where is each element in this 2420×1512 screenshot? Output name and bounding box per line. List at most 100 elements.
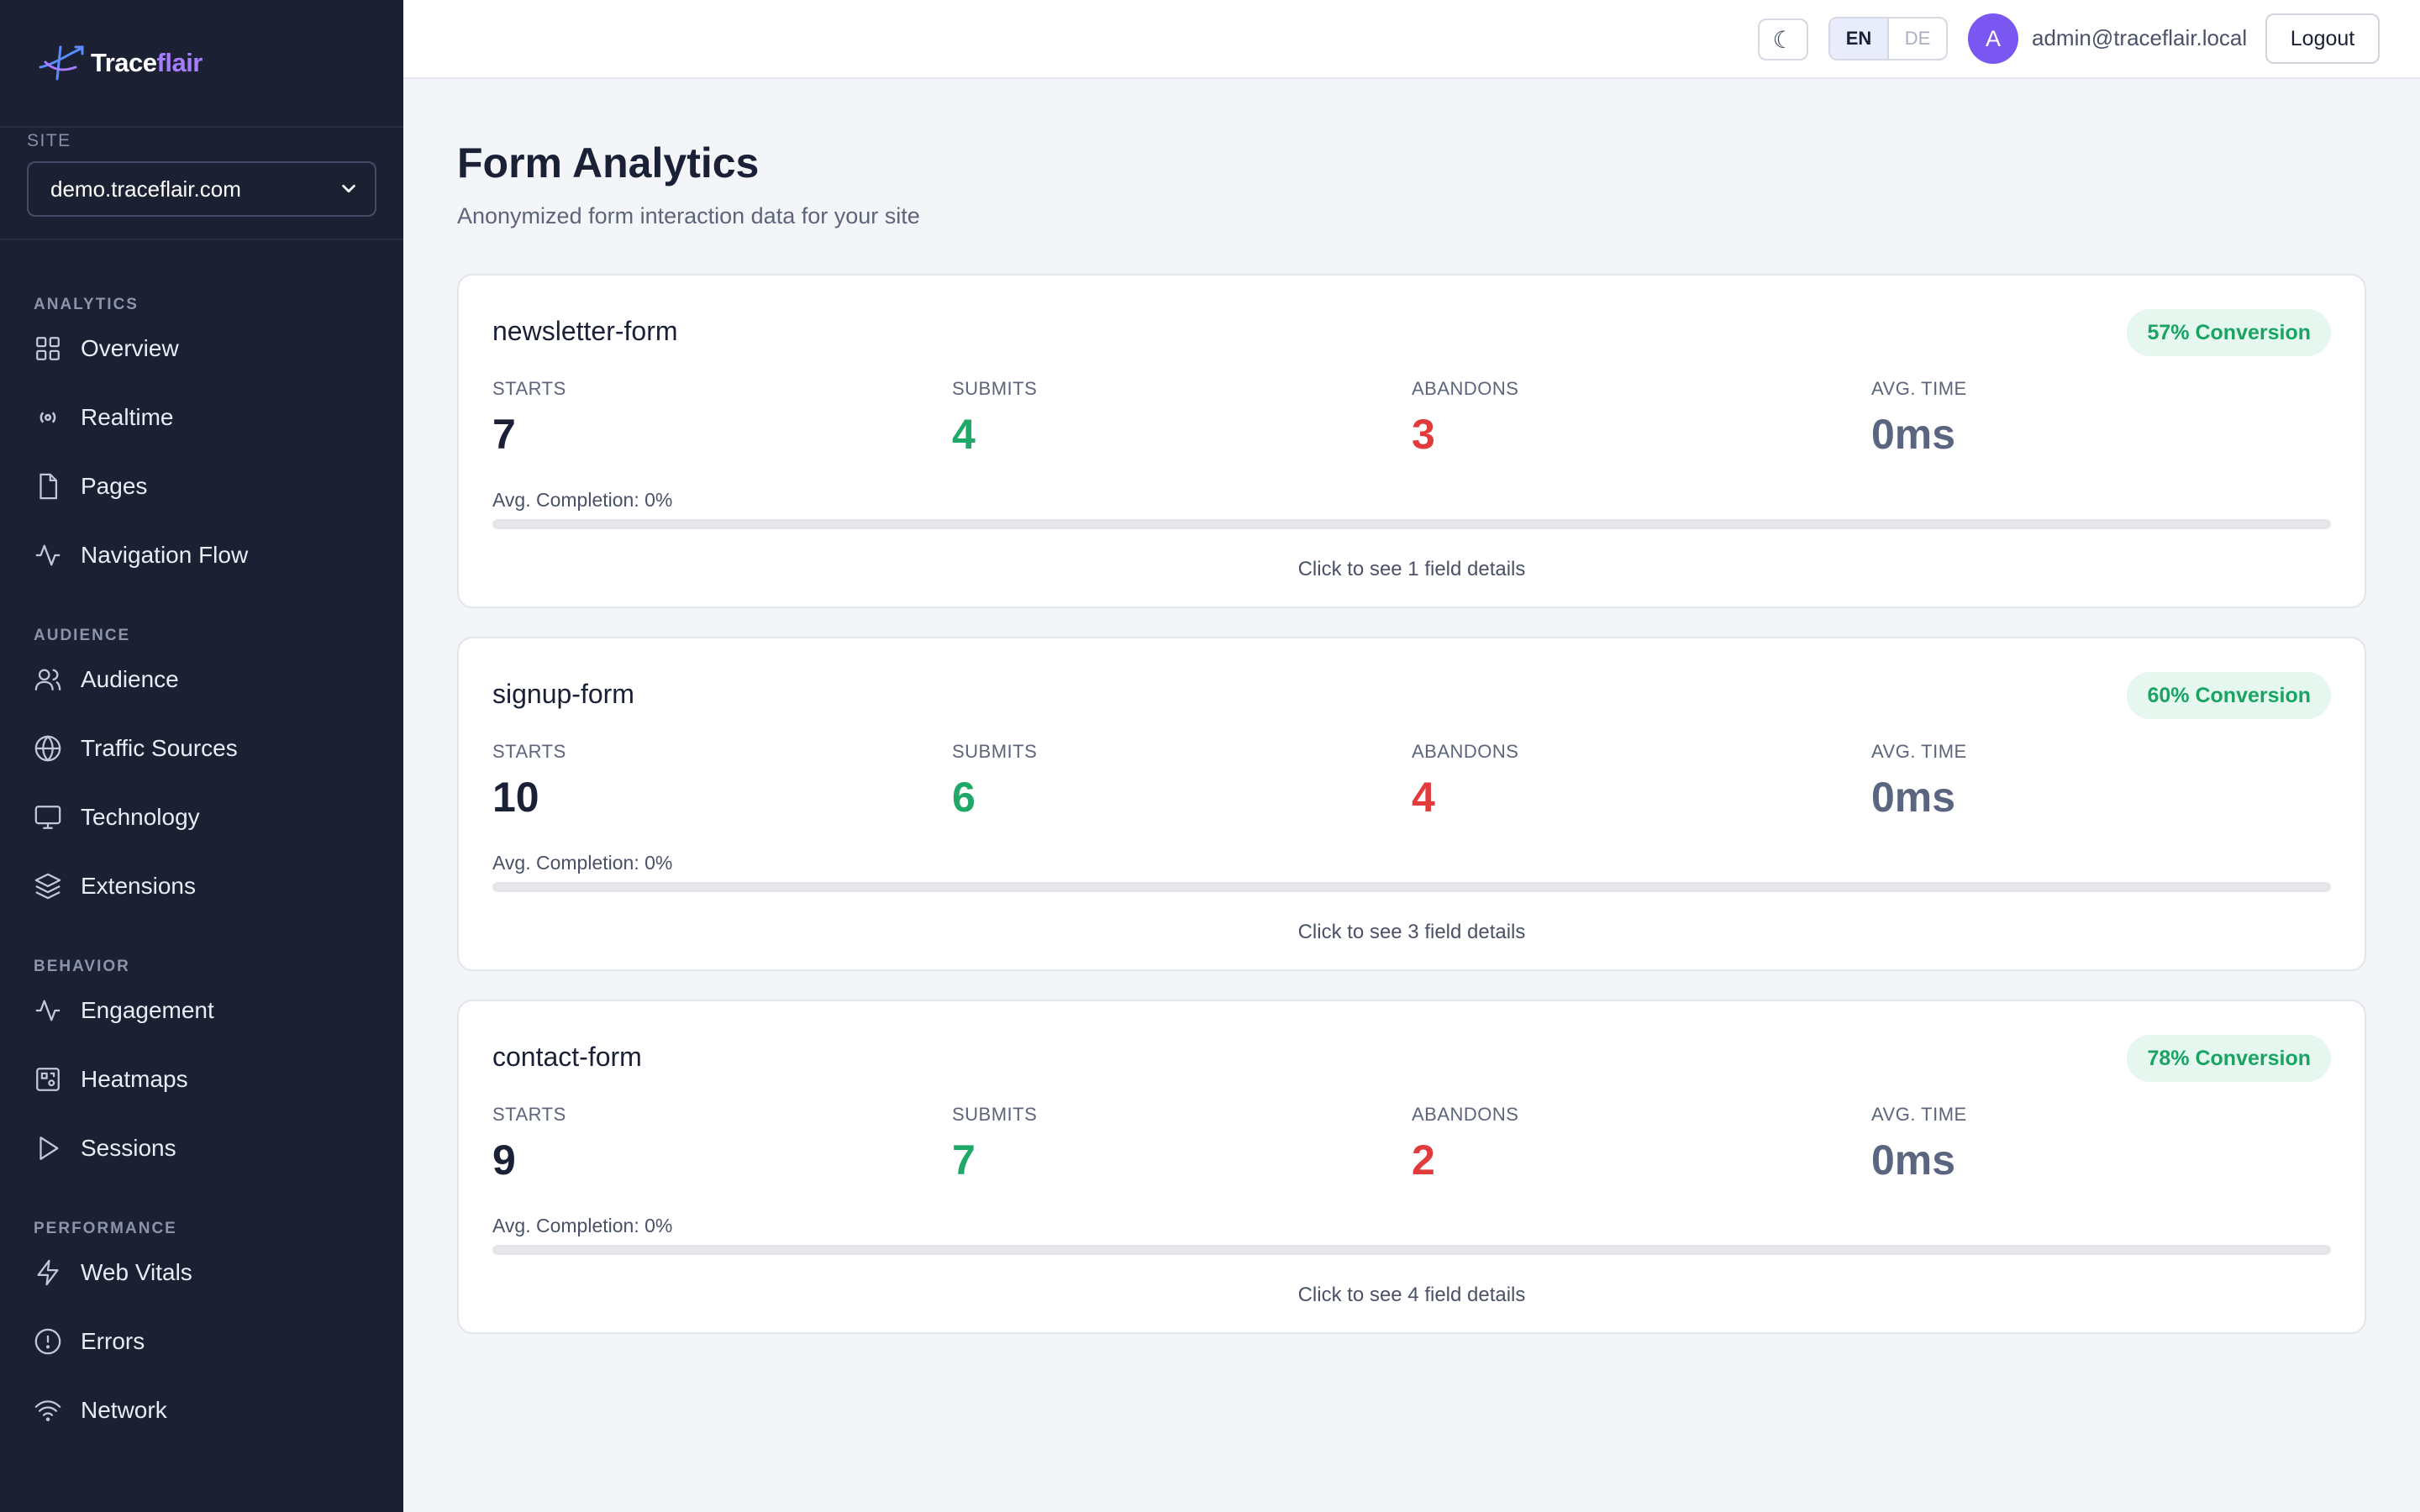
conversion-badge: 57% Conversion — [2127, 309, 2331, 356]
globe-icon — [34, 735, 61, 762]
metric-label: STARTS — [492, 378, 566, 399]
conversion-badge: 78% Conversion — [2127, 1035, 2331, 1082]
metrics-row: STARTS 7 SUBMITS 4 ABANDONS 3 AVG. TIME … — [492, 378, 2331, 459]
nav-heading-performance: PERFORMANCE — [34, 1220, 177, 1237]
metric-avg-time: AVG. TIME 0ms — [1871, 741, 2331, 822]
metrics-row: STARTS 10 SUBMITS 6 ABANDONS 4 AVG. TIME… — [492, 741, 2331, 822]
metric-value: 0ms — [1871, 774, 1956, 821]
metric-value: 10 — [492, 774, 539, 821]
metrics-row: STARTS 9 SUBMITS 7 ABANDONS 2 AVG. TIME … — [492, 1104, 2331, 1184]
monitor-icon — [34, 806, 61, 829]
form-name: signup-form — [492, 679, 634, 709]
metric-label: SUBMITS — [952, 378, 1038, 399]
page-title: Form Analytics — [457, 139, 760, 186]
sidebar-item-errors[interactable]: Errors — [34, 1307, 403, 1376]
heatmap-icon — [36, 1068, 60, 1091]
sidebar-item-realtime[interactable]: Realtime — [34, 383, 403, 452]
nav-section-analytics: ANALYTICS Overview Realtime Pages Naviga… — [0, 294, 403, 590]
metric-label: STARTS — [492, 1104, 566, 1125]
nav-section-performance: PERFORMANCE Web Vitals Errors Network — [0, 1218, 403, 1445]
metric-starts: STARTS 9 — [492, 1104, 952, 1184]
sidebar-item-web-vitals[interactable]: Web Vitals — [34, 1238, 403, 1307]
metric-label: AVG. TIME — [1871, 741, 1967, 762]
metric-label: STARTS — [492, 741, 566, 762]
nav-section-audience: AUDIENCE Audience Traffic Sources Techno… — [0, 625, 403, 921]
field-details-link[interactable]: Click to see 3 field details — [1297, 921, 1526, 943]
alert-circle-icon — [34, 1328, 61, 1355]
metric-value: 3 — [1412, 411, 1435, 458]
page-subtitle: Anonymized form interaction data for you… — [457, 203, 920, 228]
form-card-contact[interactable]: contact-form 78% Conversion STARTS 9 SUB… — [457, 1000, 2366, 1334]
file-icon — [39, 473, 58, 500]
brand-logo[interactable]: Traceflair — [0, 0, 403, 128]
traceflair-logo-icon — [39, 45, 84, 81]
sidebar-item-network[interactable]: Network — [34, 1376, 403, 1445]
brand-name: Traceflair — [91, 48, 203, 78]
form-card-signup[interactable]: signup-form 60% Conversion STARTS 10 SUB… — [457, 637, 2366, 971]
user-email: admin@traceflair.local — [2032, 25, 2248, 50]
grid-icon — [36, 337, 60, 360]
site-select-value: demo.traceflair.com — [50, 176, 241, 202]
completion-progress-bar — [492, 519, 2331, 529]
sidebar-nav: ANALYTICS Overview Realtime Pages Naviga… — [0, 240, 403, 1445]
top-bar: ☾ EN DE A admin@traceflair.local Logout — [403, 0, 2420, 79]
field-details-link[interactable]: Click to see 4 field details — [1297, 1284, 1526, 1306]
sidebar-item-label: Audience — [81, 666, 179, 692]
sidebar-item-audience[interactable]: Audience — [34, 645, 403, 714]
sidebar-item-extensions[interactable]: Extensions — [34, 852, 403, 921]
broadcast-icon — [39, 412, 56, 423]
sidebar-item-label: Engagement — [81, 997, 214, 1023]
metric-submits: SUBMITS 4 — [952, 378, 1412, 459]
lang-de-button[interactable]: DE — [1904, 28, 1931, 49]
metric-value: 9 — [492, 1137, 516, 1184]
sidebar-item-label: Errors — [81, 1328, 145, 1354]
sidebar-item-technology[interactable]: Technology — [34, 783, 403, 852]
wifi-icon — [34, 1400, 61, 1421]
nav-heading-analytics: ANALYTICS — [34, 296, 139, 313]
site-selector-block: SITE demo.traceflair.com — [0, 128, 403, 240]
sidebar-item-label: Heatmaps — [81, 1066, 188, 1092]
metric-label: SUBMITS — [952, 741, 1038, 762]
sidebar-item-pages[interactable]: Pages — [34, 452, 403, 521]
lang-en-button[interactable]: EN — [1830, 18, 1889, 59]
completion-label: Avg. Completion: 0% — [492, 852, 673, 874]
nav-heading-audience: AUDIENCE — [34, 627, 131, 644]
sidebar-item-traffic-sources[interactable]: Traffic Sources — [34, 714, 403, 783]
site-select[interactable]: demo.traceflair.com — [27, 161, 376, 217]
sidebar-item-label: Realtime — [81, 404, 174, 430]
main-content: Form Analytics Anonymized form interacti… — [457, 79, 2366, 1334]
metric-value: 2 — [1412, 1137, 1435, 1184]
play-icon — [39, 1137, 59, 1160]
theme-toggle-button[interactable]: ☾ — [1758, 18, 1808, 60]
metric-starts: STARTS 10 — [492, 741, 952, 822]
sidebar: Traceflair SITE demo.traceflair.com ANAL… — [0, 0, 403, 1512]
sidebar-item-engagement[interactable]: Engagement — [34, 976, 403, 1045]
metric-label: AVG. TIME — [1871, 1104, 1967, 1125]
logout-button[interactable]: Logout — [2265, 13, 2380, 64]
sidebar-item-heatmaps[interactable]: Heatmaps — [34, 1045, 403, 1114]
language-toggle: EN DE — [1828, 17, 1948, 60]
sidebar-item-overview[interactable]: Overview — [34, 314, 403, 383]
brand-name-part2: flair — [156, 48, 203, 77]
metric-value: 4 — [952, 411, 976, 458]
metric-value: 6 — [952, 774, 976, 821]
field-details-link[interactable]: Click to see 1 field details — [1297, 558, 1526, 580]
layers-icon — [34, 873, 61, 900]
metric-avg-time: AVG. TIME 0ms — [1871, 1104, 2331, 1184]
metric-value: 7 — [952, 1137, 976, 1184]
sidebar-item-label: Web Vitals — [81, 1259, 192, 1285]
form-name: contact-form — [492, 1042, 642, 1072]
sidebar-item-label: Extensions — [81, 873, 196, 899]
sidebar-item-label: Pages — [81, 473, 148, 499]
metric-label: ABANDONS — [1412, 741, 1519, 762]
brand-name-part1: Trace — [91, 48, 157, 77]
avatar[interactable]: A — [1968, 13, 2018, 64]
nav-section-behavior: BEHAVIOR Engagement Heatmaps Sessions — [0, 956, 403, 1183]
users-icon — [34, 669, 61, 690]
sidebar-item-label: Overview — [81, 335, 179, 361]
sidebar-item-navigation-flow[interactable]: Navigation Flow — [34, 521, 403, 590]
completion-label: Avg. Completion: 0% — [492, 489, 673, 511]
form-card-newsletter[interactable]: newsletter-form 57% Conversion STARTS 7 … — [457, 274, 2366, 608]
sidebar-item-sessions[interactable]: Sessions — [34, 1114, 403, 1183]
form-cards: newsletter-form 57% Conversion STARTS 7 … — [457, 274, 2366, 1334]
